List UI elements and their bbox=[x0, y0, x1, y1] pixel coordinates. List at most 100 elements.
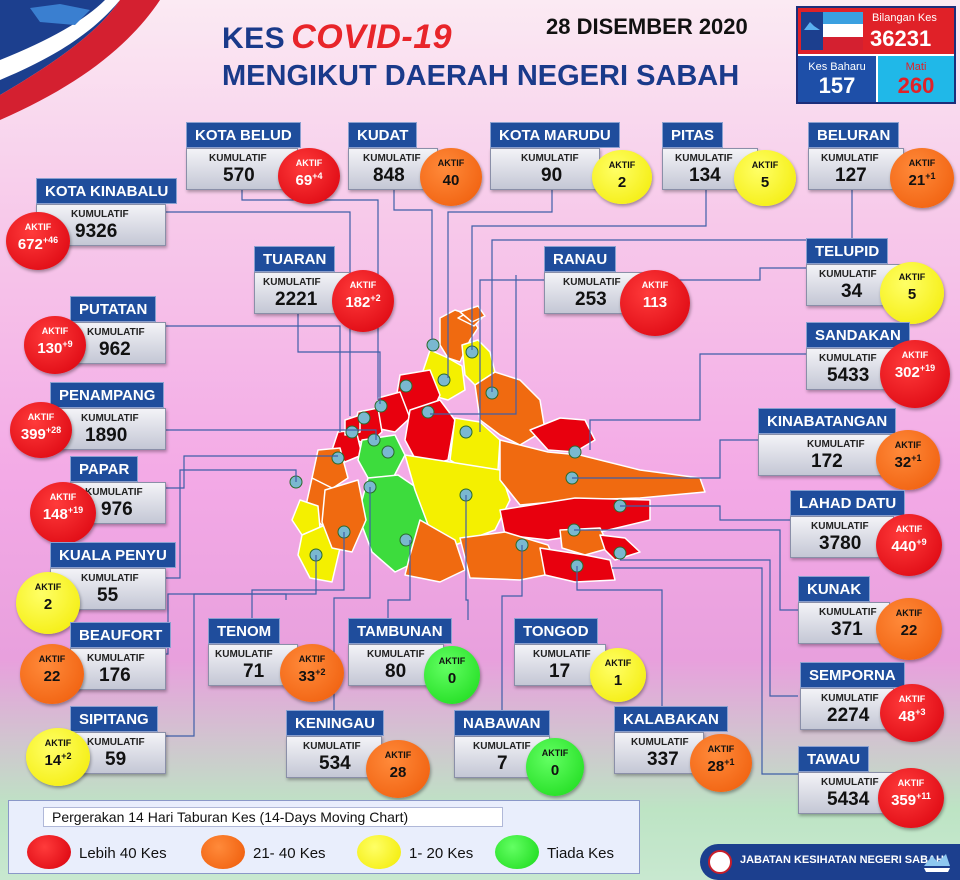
district-name: TONGOD bbox=[514, 618, 598, 644]
marker-tuaran bbox=[374, 399, 388, 413]
active-badge: AKTIF 40 bbox=[420, 148, 482, 206]
agency-name: JABATAN KESIHATAN NEGERI SABAH bbox=[740, 854, 944, 866]
kumulatif-value: 176 bbox=[99, 665, 131, 686]
marker-lahad-datu bbox=[613, 499, 627, 513]
kumulatif-value: 59 bbox=[105, 749, 127, 770]
sabah-emblem-icon bbox=[924, 854, 950, 872]
aktif-value: 148+19 bbox=[30, 505, 96, 523]
marker-penampang bbox=[367, 433, 381, 447]
aktif-label: AKTIF bbox=[295, 158, 323, 168]
kumulatif-value: 3780 bbox=[819, 533, 862, 554]
active-badge: AKTIF 32+1 bbox=[876, 430, 940, 490]
kumulatif-value: 5433 bbox=[827, 365, 870, 386]
district-name: BELURAN bbox=[808, 122, 900, 148]
aktif-label: AKTIF bbox=[894, 440, 922, 450]
aktif-label: AKTIF bbox=[34, 582, 62, 592]
title-prefix: KES bbox=[222, 22, 286, 55]
cumulative-box: KUMULATIF 90 bbox=[490, 148, 600, 190]
deaths-label: Mati bbox=[905, 61, 927, 73]
aktif-count: 2 bbox=[43, 596, 53, 613]
aktif-value: 22 bbox=[20, 667, 84, 685]
cumulative-box: KUMULATIF 127 bbox=[808, 148, 904, 190]
kumulatif-label: KUMULATIF bbox=[563, 277, 621, 288]
header-title: KES COVID-19 bbox=[222, 18, 452, 57]
report-date: 28 DISEMBER 2020 bbox=[546, 14, 748, 39]
kumulatif-value: 2221 bbox=[275, 289, 318, 310]
aktif-delta: +1 bbox=[724, 757, 735, 767]
marker-kota-marudu bbox=[437, 373, 451, 387]
sabah-flag-icon bbox=[801, 12, 863, 50]
kumulatif-value: 80 bbox=[385, 661, 407, 682]
summary-total: Bilangan Kes 36231 bbox=[798, 8, 954, 54]
kumulatif-value: 534 bbox=[319, 753, 351, 774]
aktif-count: 2 bbox=[617, 174, 627, 191]
aktif-value: 302+19 bbox=[880, 363, 950, 381]
marker-kinabatangan bbox=[565, 471, 579, 485]
aktif-label: AKTIF bbox=[38, 654, 66, 664]
aktif-delta: +4 bbox=[312, 171, 323, 181]
active-badge: AKTIF 14+2 bbox=[26, 728, 90, 786]
aktif-value: 5 bbox=[734, 173, 796, 191]
kumulatif-value: 848 bbox=[373, 165, 405, 186]
active-badge: AKTIF 2 bbox=[592, 150, 652, 204]
active-badge: AKTIF 48+3 bbox=[880, 684, 944, 742]
aktif-value: 130+9 bbox=[24, 339, 86, 357]
aktif-count: 130 bbox=[37, 340, 63, 357]
aktif-value: 440+9 bbox=[876, 537, 942, 555]
aktif-delta: +1 bbox=[911, 453, 922, 463]
kumulatif-label: KUMULATIF bbox=[675, 153, 733, 164]
aktif-count: 302 bbox=[894, 364, 920, 381]
kumulatif-label: KUMULATIF bbox=[821, 693, 879, 704]
marker-keningau bbox=[363, 480, 377, 494]
agency-footer: JABATAN KESIHATAN NEGERI SABAH bbox=[700, 844, 960, 880]
active-badge: AKTIF 672+46 bbox=[6, 212, 70, 270]
aktif-count: 69 bbox=[295, 172, 313, 189]
aktif-count: 14 bbox=[44, 752, 62, 769]
district-name: KUDAT bbox=[348, 122, 418, 148]
marker-beaufort bbox=[289, 475, 303, 489]
cumulative-box: KUMULATIF 2274 bbox=[800, 688, 894, 730]
new-cases: Kes Baharu 157 bbox=[798, 56, 876, 102]
aktif-label: AKTIF bbox=[641, 280, 669, 290]
aktif-count: 22 bbox=[900, 622, 918, 639]
legend: Pergerakan 14 Hari Taburan Kes (14-Days … bbox=[8, 800, 640, 874]
aktif-value: 21+1 bbox=[890, 171, 954, 189]
legend-label: 1- 20 Kes bbox=[409, 845, 474, 862]
active-badge: AKTIF 33+2 bbox=[280, 644, 344, 702]
kumulatif-label: KUMULATIF bbox=[819, 607, 877, 618]
cumulative-box: KUMULATIF 172 bbox=[758, 434, 894, 476]
total-label: Bilangan Kes bbox=[872, 12, 937, 24]
aktif-value: 69+4 bbox=[278, 171, 340, 189]
aktif-value: 113 bbox=[620, 293, 690, 311]
marker-tenom bbox=[337, 525, 351, 539]
marker-tambunan bbox=[381, 445, 395, 459]
aktif-label: AKTIF bbox=[898, 272, 926, 282]
aktif-label: AKTIF bbox=[608, 160, 636, 170]
active-badge: AKTIF 359+11 bbox=[878, 768, 944, 828]
district-name: PAPAR bbox=[70, 456, 139, 482]
kumulatif-value: 34 bbox=[841, 281, 863, 302]
active-badge: AKTIF 130+9 bbox=[24, 316, 86, 374]
kumulatif-label: KUMULATIF bbox=[521, 153, 579, 164]
marker-kota-belud bbox=[399, 379, 413, 393]
marker-semporna bbox=[613, 546, 627, 560]
aktif-count: 48 bbox=[898, 708, 916, 725]
aktif-count: 0 bbox=[550, 762, 560, 779]
region-tenom bbox=[321, 479, 367, 553]
district-name: SEMPORNA bbox=[800, 662, 905, 688]
kumulatif-label: KUMULATIF bbox=[367, 649, 425, 660]
aktif-value: 0 bbox=[424, 669, 480, 687]
legend-label: Tiada Kes bbox=[547, 845, 614, 862]
kumulatif-value: 371 bbox=[831, 619, 863, 640]
aktif-label: AKTIF bbox=[49, 492, 77, 502]
marker-telupid bbox=[459, 425, 473, 439]
aktif-value: 5 bbox=[880, 285, 944, 303]
kumulatif-label: KUMULATIF bbox=[811, 521, 869, 532]
aktif-label: AKTIF bbox=[898, 694, 926, 704]
aktif-value: 28+1 bbox=[690, 757, 752, 775]
aktif-label: AKTIF bbox=[901, 350, 929, 360]
active-badge: AKTIF 21+1 bbox=[890, 148, 954, 208]
kumulatif-label: KUMULATIF bbox=[473, 741, 531, 752]
aktif-count: 440 bbox=[891, 538, 917, 555]
active-badge: AKTIF 148+19 bbox=[30, 482, 96, 544]
